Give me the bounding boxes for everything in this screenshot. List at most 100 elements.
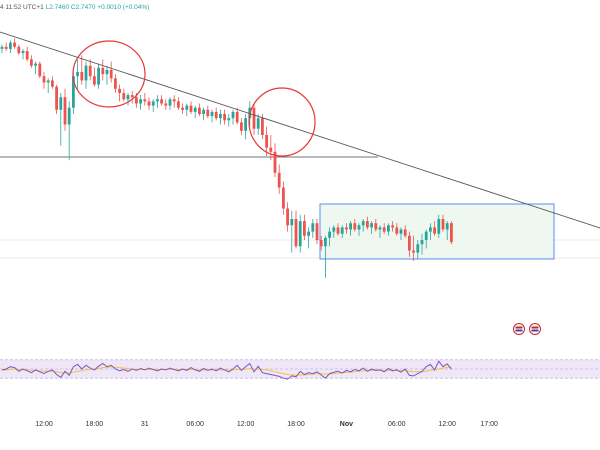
candle-body [403,229,407,236]
candle-body [193,107,197,112]
readout-time: 4 11:52 UTC+1 [0,4,44,11]
candle-body [202,109,205,114]
candle [193,105,197,119]
candle-body [315,223,319,240]
candle-body [143,99,147,102]
candle [437,214,441,238]
candle-body [227,118,231,121]
candle [172,95,176,108]
candle [298,214,302,253]
candle-body [252,107,256,129]
candle-body [9,42,12,49]
readout-close: C2.7470 [70,4,96,11]
candle-body [139,99,142,104]
candle [403,225,407,238]
candle [340,225,344,238]
x-tick-label: 12:00 [438,421,456,428]
x-tick-label: 18:00 [86,421,104,428]
candle [151,99,155,112]
candle-body [30,59,33,66]
candle [156,95,159,108]
candle-body [88,65,92,77]
x-tick-label: 31 [141,421,149,428]
candle [277,164,281,194]
candle [122,88,126,102]
candle [126,93,130,106]
x-tick-label: 18:00 [287,421,305,428]
candle [160,95,163,106]
candle-body [198,107,201,114]
candle-body [55,86,58,110]
flag-stripe [515,329,523,332]
candle-body [319,240,323,247]
candle [328,227,331,247]
candle [214,107,218,121]
annotation-overlays [0,31,600,229]
flag-stripe [515,326,523,329]
candle-body [181,107,184,110]
candle [252,103,256,135]
candle [433,221,436,236]
candle-body [164,103,168,106]
candle [84,61,88,89]
candle [80,55,84,85]
candle [55,84,58,114]
candle-body [122,93,126,100]
candle-body [240,122,243,131]
candle [294,210,298,249]
candle-body [177,101,180,108]
candle [13,38,16,49]
candle-body [370,223,373,228]
candle-body [63,97,67,125]
candle [202,107,205,121]
candle [416,240,420,259]
candle [429,223,432,240]
candle-body [67,107,71,125]
candle-body [408,235,411,251]
candle [353,219,357,232]
candle [168,97,172,110]
candle [265,126,268,156]
x-tick-label: 06:00 [388,421,406,428]
candle-body [294,219,298,247]
candle [0,44,4,54]
candle-body [307,231,310,236]
candle-body [336,227,340,234]
candle [424,229,428,249]
candle [408,231,411,257]
candle [349,221,352,236]
candle [189,101,193,114]
candle-body [269,147,273,152]
readout-low: L2.7460 [45,4,70,11]
candle [345,223,348,234]
candle [240,118,243,135]
candle-body [450,223,453,243]
candle-body [235,111,239,123]
candle [164,99,168,110]
candle-body [437,219,441,234]
candle [244,114,247,140]
candle [46,78,50,93]
candle-body [72,76,75,108]
candle [118,84,121,102]
candle-body [93,76,96,85]
candle [105,65,109,85]
candle-body [25,51,29,60]
candle [9,40,12,54]
candle [38,61,42,79]
event-flag-icon [513,323,525,335]
candle [319,235,323,251]
candle [206,105,210,119]
candle-body [214,111,218,119]
candle-body [273,151,277,173]
candle [269,135,273,161]
candle-body [185,105,189,110]
candle [88,59,92,81]
candle [450,221,453,245]
candle [286,202,289,232]
candle [357,223,361,236]
candle-body [34,63,37,66]
candle-body [206,109,210,117]
candle-body [340,227,344,234]
candle-body [303,221,306,236]
